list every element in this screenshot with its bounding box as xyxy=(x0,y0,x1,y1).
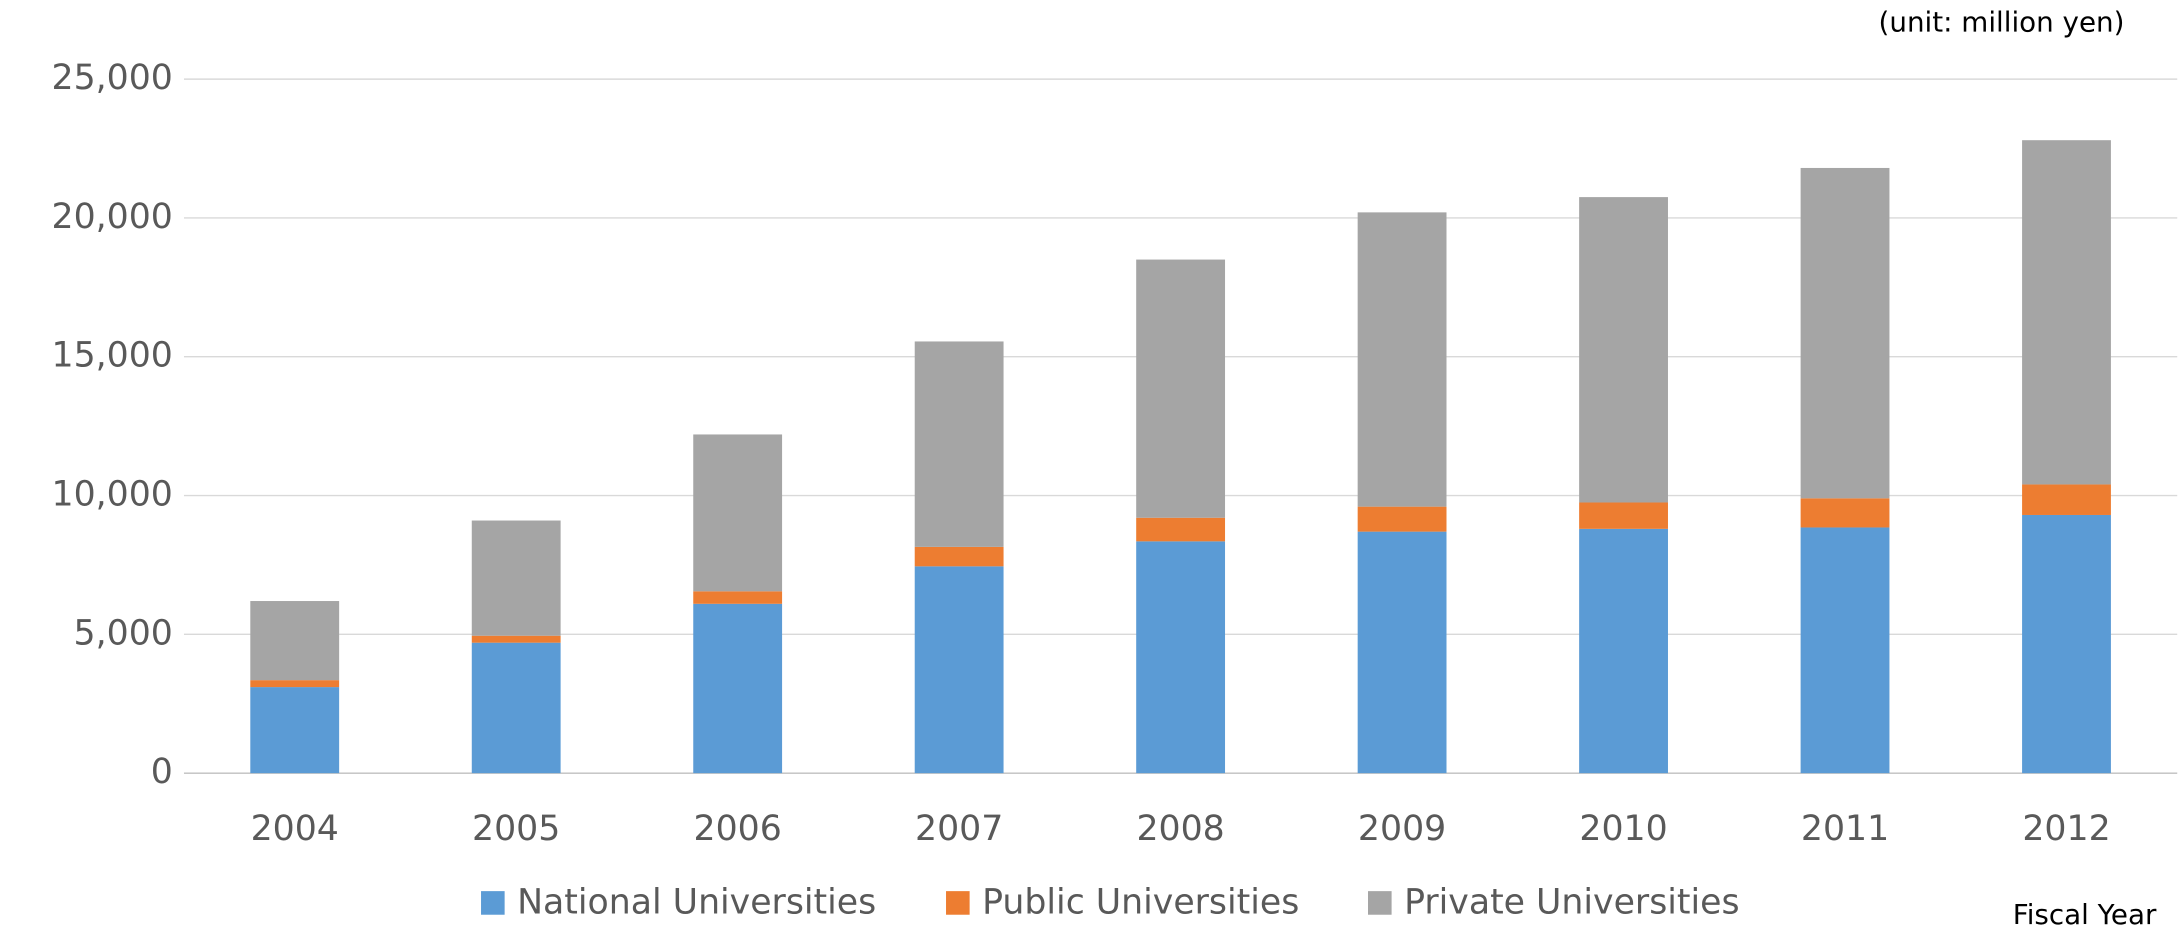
chart-subtitle: (unit: million yen) xyxy=(1879,6,2125,39)
y-tick-label: 25,000 xyxy=(52,58,173,98)
bar-segment xyxy=(693,591,783,604)
legend-label: Private Universities xyxy=(1404,883,1739,923)
bar-segment xyxy=(693,603,783,774)
bar-segment xyxy=(1357,212,1447,507)
legend-swatch xyxy=(946,891,970,915)
x-axis-label: Fiscal Year xyxy=(2013,898,2157,930)
bar-segment xyxy=(250,680,340,688)
bar-segment xyxy=(471,642,561,774)
legend-swatch xyxy=(1368,891,1392,915)
x-tick-label: 2010 xyxy=(1579,809,1667,849)
bar-segment xyxy=(914,341,1004,547)
bar-segment xyxy=(1357,531,1447,774)
y-tick-label: 20,000 xyxy=(52,197,173,237)
bar-segment xyxy=(2022,484,2111,515)
bar-segment xyxy=(471,520,561,636)
bar-segment xyxy=(914,566,1004,774)
y-tick-label: 15,000 xyxy=(52,336,173,376)
bar-segment xyxy=(250,601,340,681)
legend-label: Public Universities xyxy=(982,883,1299,923)
x-tick-label: 2008 xyxy=(1136,809,1224,849)
bar-segment xyxy=(1357,506,1447,532)
bar-segment xyxy=(693,434,783,592)
legend-label: National Universities xyxy=(517,883,876,923)
legend-swatch xyxy=(481,891,505,915)
x-tick-label: 2012 xyxy=(2022,809,2110,849)
bar-segment xyxy=(1579,528,1668,774)
x-tick-label: 2006 xyxy=(694,809,782,849)
bar-segment xyxy=(1579,197,1668,503)
x-tick-label: 2007 xyxy=(915,809,1003,849)
x-tick-label: 2009 xyxy=(1358,809,1446,849)
bar-segment xyxy=(2022,140,2111,485)
y-tick-label: 10,000 xyxy=(52,475,173,515)
bar-segment xyxy=(1136,541,1226,774)
x-tick-label: 2011 xyxy=(1801,809,1889,849)
bar-segment xyxy=(250,687,340,774)
bar-segment xyxy=(1800,498,1890,528)
bar-segment xyxy=(1800,167,1890,499)
bar-segment xyxy=(914,546,1004,567)
bar-segment xyxy=(1579,502,1668,529)
y-tick-label: 5,000 xyxy=(74,613,173,653)
bar-segment xyxy=(1800,527,1890,774)
bar-segment xyxy=(471,635,561,643)
y-tick-label: 0 xyxy=(151,752,173,792)
bar-segment xyxy=(1136,517,1226,542)
bar-segment xyxy=(2022,514,2111,774)
bar-segment xyxy=(1136,259,1226,518)
x-tick-label: 2005 xyxy=(472,809,560,849)
x-tick-label: 2004 xyxy=(251,809,339,849)
